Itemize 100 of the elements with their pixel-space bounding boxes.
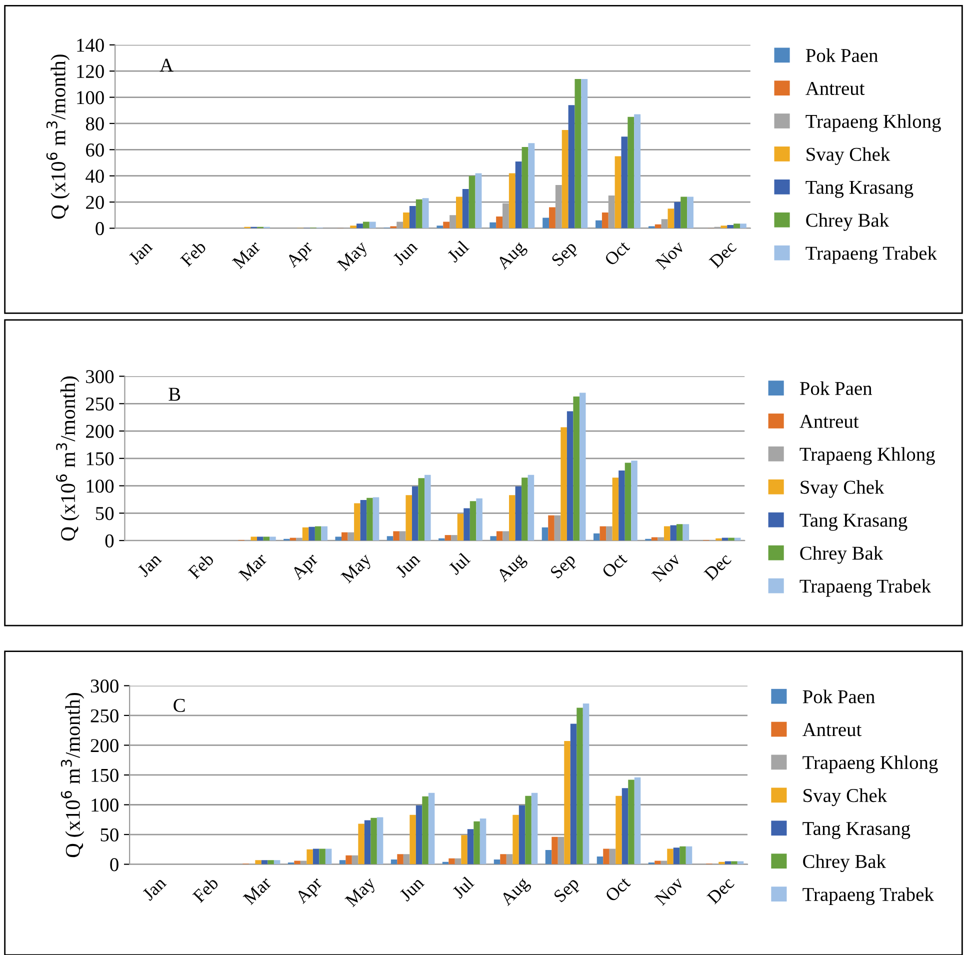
bar bbox=[422, 796, 428, 864]
bar bbox=[680, 846, 686, 864]
x-tick-label: Apr bbox=[290, 552, 322, 583]
bar bbox=[255, 860, 262, 864]
bar bbox=[358, 824, 364, 864]
bar bbox=[581, 78, 588, 228]
bar bbox=[579, 392, 586, 541]
bar bbox=[549, 207, 556, 228]
bar bbox=[467, 829, 474, 864]
bar bbox=[515, 486, 522, 541]
bar bbox=[603, 848, 610, 864]
legend-label: Antreut bbox=[800, 414, 859, 428]
bar bbox=[268, 860, 274, 864]
bar bbox=[319, 848, 326, 864]
y-tick-label: 50 bbox=[96, 506, 114, 520]
bar bbox=[542, 218, 550, 228]
bar bbox=[356, 224, 363, 228]
x-tick-label: Feb bbox=[187, 552, 215, 580]
legend-label: Trapaeng Trabek bbox=[802, 887, 934, 906]
y-tick-label: 0 bbox=[96, 222, 104, 236]
x-tick-label: Dec bbox=[704, 552, 732, 581]
y-tick-label: 0 bbox=[105, 534, 114, 548]
x-tick-label: Dec bbox=[708, 240, 737, 269]
bar bbox=[474, 821, 480, 864]
bar bbox=[406, 495, 412, 541]
x-tick-label: Jun bbox=[392, 240, 418, 266]
bar bbox=[416, 199, 422, 228]
bar bbox=[570, 724, 577, 864]
bar bbox=[448, 858, 455, 864]
bar bbox=[370, 818, 377, 864]
bar bbox=[362, 222, 370, 228]
bar bbox=[494, 860, 500, 864]
bar bbox=[634, 777, 641, 864]
bar bbox=[515, 161, 522, 228]
bar bbox=[622, 788, 628, 864]
annotation: A bbox=[160, 58, 174, 72]
bar bbox=[386, 536, 394, 541]
bar bbox=[443, 222, 450, 228]
bar bbox=[573, 396, 580, 541]
bar bbox=[574, 78, 582, 228]
bar bbox=[509, 495, 516, 541]
x-tick-label: Mar bbox=[238, 552, 268, 582]
bar bbox=[740, 224, 746, 228]
legend-label: Chrey Bak bbox=[806, 213, 890, 231]
x-tick-label: Jul bbox=[451, 876, 475, 900]
x-tick-label: Feb bbox=[192, 876, 220, 904]
x-tick-label: Nov bbox=[655, 240, 686, 270]
bar bbox=[582, 704, 590, 864]
bar bbox=[674, 202, 681, 228]
bar bbox=[496, 531, 503, 541]
bar bbox=[631, 460, 638, 541]
y-tick-label: 200 bbox=[86, 424, 114, 438]
y-tick-label: 300 bbox=[90, 680, 118, 693]
bar bbox=[346, 855, 352, 864]
x-tick-label: Oct bbox=[601, 552, 628, 579]
y-tick-label: 150 bbox=[92, 768, 118, 782]
bar bbox=[263, 536, 270, 541]
x-tick-label: Jul bbox=[448, 552, 471, 576]
bar bbox=[531, 792, 538, 864]
annotation: C bbox=[174, 698, 185, 712]
bar bbox=[457, 514, 464, 541]
bar bbox=[490, 222, 496, 228]
bar bbox=[596, 220, 602, 228]
bar bbox=[274, 860, 280, 864]
legend-label: Antreut bbox=[802, 723, 862, 736]
bar bbox=[422, 198, 429, 228]
y-tick-label: 120 bbox=[77, 64, 104, 78]
bar bbox=[576, 708, 583, 864]
bar bbox=[545, 850, 552, 864]
bar bbox=[462, 188, 469, 228]
legend-label: Chrey Bak bbox=[800, 546, 884, 564]
bar bbox=[364, 820, 371, 864]
bar bbox=[470, 501, 476, 541]
bar bbox=[393, 531, 400, 541]
y-tick-label: 300 bbox=[86, 370, 114, 384]
bar bbox=[412, 486, 418, 541]
legend-label: Tang Krasang bbox=[800, 514, 908, 531]
bar bbox=[634, 114, 641, 228]
bar bbox=[428, 792, 435, 864]
y-tick-label: 100 bbox=[92, 798, 118, 812]
legend-label: Svay Chek bbox=[806, 147, 890, 165]
y-tick-label: 60 bbox=[86, 143, 104, 157]
legend-label: Trapaeng Trabek bbox=[806, 246, 937, 264]
y-tick-label: 20 bbox=[86, 196, 104, 209]
x-tick-label: Feb bbox=[179, 240, 207, 268]
bar bbox=[673, 848, 680, 864]
y-tick-label: 150 bbox=[86, 452, 114, 466]
x-tick-label: Mar bbox=[232, 240, 262, 270]
bar bbox=[468, 176, 476, 228]
bar bbox=[294, 860, 300, 864]
bar bbox=[728, 538, 734, 541]
bar bbox=[250, 536, 258, 541]
bar bbox=[528, 143, 535, 228]
bar bbox=[461, 835, 468, 864]
x-tick-label: Apr bbox=[294, 876, 326, 907]
bar bbox=[302, 527, 309, 541]
legend-label: Pok Paen bbox=[806, 48, 878, 62]
x-tick-label: May bbox=[340, 552, 375, 586]
bar bbox=[456, 196, 462, 228]
bar bbox=[500, 854, 506, 864]
